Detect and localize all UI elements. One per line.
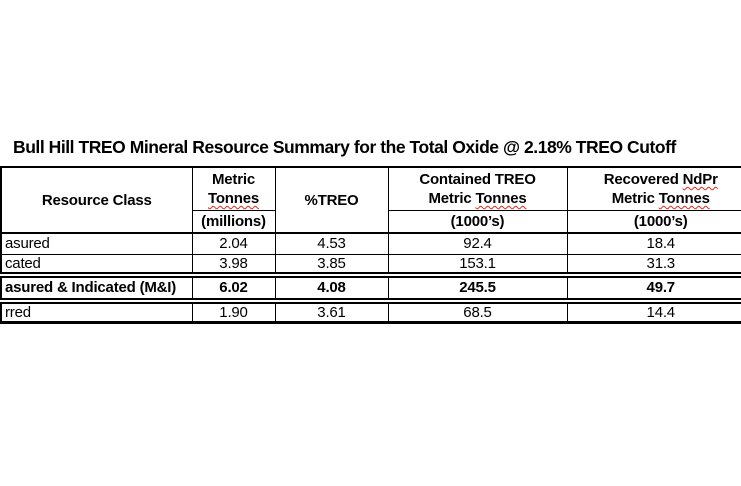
resource-summary-table: Resource Class Metric Tonnes %TREO Conta… [0,166,741,324]
header-metric-tonnes: Metric Tonnes [191,166,276,211]
cell-pct-treo: 3.85 [274,253,389,275]
table-row-indicated: cated 3.98 3.85 153.1 31.3 [0,253,741,275]
cell-recovered-ndpr: 18.4 [566,232,741,255]
row-label: asured [0,232,193,255]
unit-metric-tonnes: (millions) [191,209,276,234]
cell-contained-treo: 92.4 [387,232,568,255]
cell-contained-treo: 68.5 [387,300,568,324]
table-row-inferred: rred 1.90 3.61 68.5 14.4 [0,300,741,324]
header-metric-tonnes-line1: Metric [212,170,255,188]
cell-metric-tonnes: 3.98 [191,253,276,275]
cell-recovered-ndpr: 49.7 [566,271,741,304]
unit-contained-treo: (1000’s) [387,209,568,234]
header-pct-treo-label: %TREO [304,191,359,209]
row-label: asured & Indicated (M&I) [0,271,193,304]
cell-pct-treo: 3.61 [274,300,389,324]
table-row-measured-indicated-total: asured & Indicated (M&I) 6.02 4.08 245.5… [0,271,741,304]
header-metric-tonnes-line2: Tonnes [207,189,260,207]
header-contained-treo: Contained TREO Metric Tonnes [387,166,568,211]
data-table: Resource Class Metric Tonnes %TREO Conta… [0,166,741,324]
table-row-measured: asured 2.04 4.53 92.4 18.4 [0,232,741,255]
cell-contained-treo: 245.5 [387,271,568,304]
cell-contained-treo: 153.1 [387,253,568,275]
unit-recovered-ndpr: (1000’s) [566,209,741,234]
cell-pct-treo: 4.53 [274,232,389,255]
row-label: rred [0,300,193,324]
cell-pct-treo: 4.08 [274,271,389,304]
row-label: cated [0,253,193,275]
header-pct-treo: %TREO [274,166,389,234]
cell-recovered-ndpr: 14.4 [566,300,741,324]
header-resource-class: Resource Class [0,166,193,234]
header-row-units: (millions) (1000’s) (1000’s) [1,209,741,234]
header-contained-treo-line1: Contained TREO [419,170,536,188]
cell-metric-tonnes: 6.02 [191,271,276,304]
cell-metric-tonnes: 2.04 [191,232,276,255]
header-resource-class-label: Resource Class [41,191,152,209]
table-title: Bull Hill TREO Mineral Resource Summary … [13,137,676,157]
header-recovered-ndpr: Recovered NdPr Metric Tonnes [566,166,741,211]
header-row-main: Resource Class Metric Tonnes %TREO Conta… [0,166,741,234]
cell-metric-tonnes: 1.90 [191,300,276,324]
cell-recovered-ndpr: 31.3 [566,253,741,275]
